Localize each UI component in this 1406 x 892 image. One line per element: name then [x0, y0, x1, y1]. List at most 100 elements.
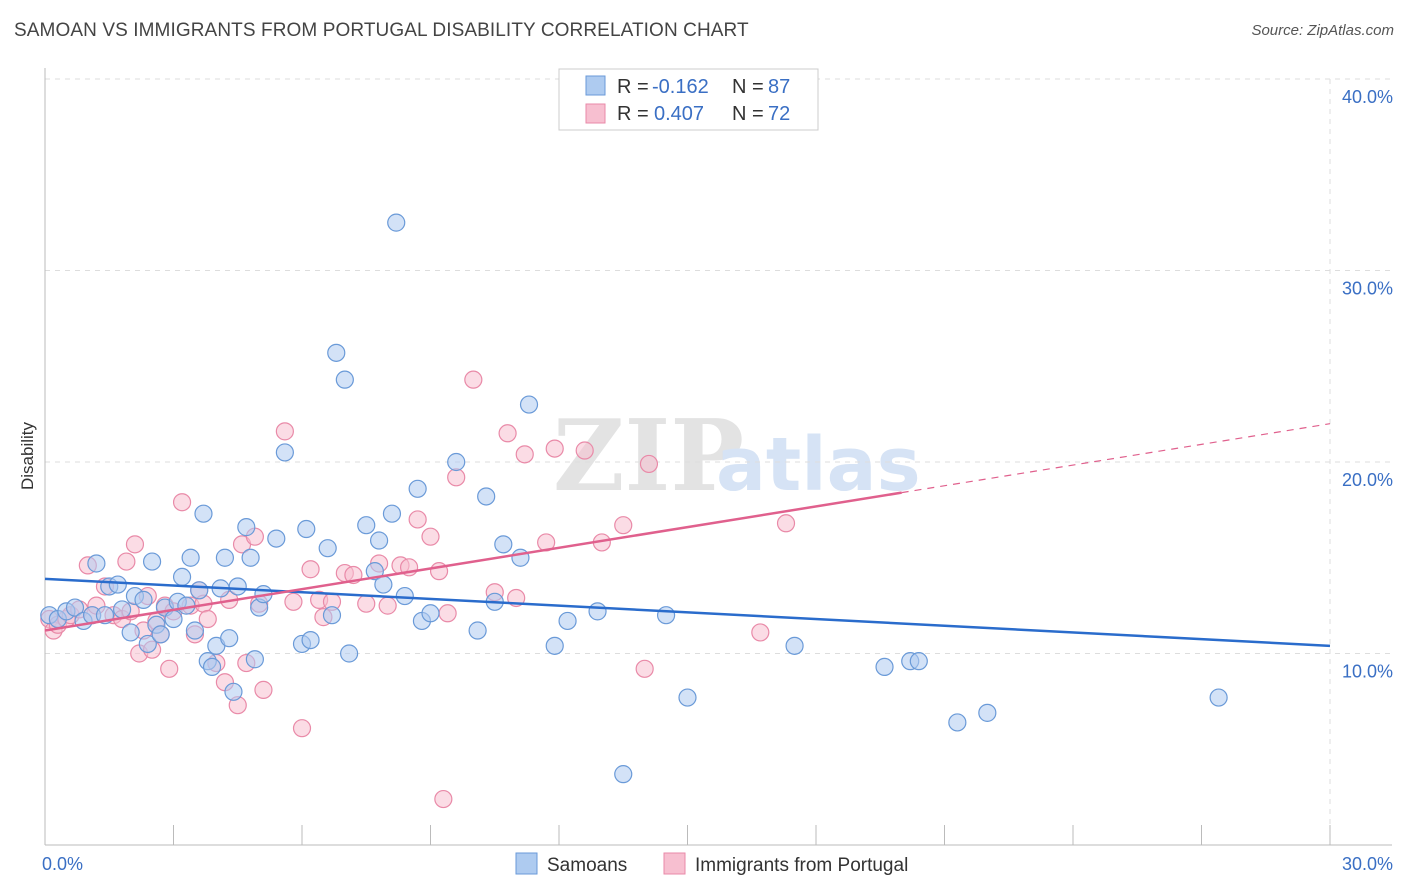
point-samoans-33: [224, 682, 243, 701]
legend-n-label-samoans: N =: [732, 76, 764, 98]
point-samoans-35: [237, 518, 256, 537]
y-tick-label-1: 20.0%: [1342, 470, 1393, 490]
bottom-legend-swatch-samoans: [515, 852, 538, 875]
point-samoans-70: [614, 765, 633, 784]
point-samoans-43: [297, 519, 316, 539]
point-samoans-76: [909, 652, 928, 671]
point-portugal-54: [421, 527, 440, 546]
legend-n-label-portugal: N =: [732, 103, 764, 125]
bottom-legend-swatch-portugal: [663, 852, 686, 875]
point-samoans-67: [545, 636, 564, 655]
legend-r-label-samoans: R =: [617, 76, 649, 98]
point-samoans-73: [785, 636, 804, 655]
point-samoans-57: [408, 479, 427, 498]
point-portugal-59: [464, 370, 483, 389]
point-portugal-56: [434, 789, 453, 809]
y-tick-label-3: 40.0%: [1342, 87, 1393, 107]
point-portugal-66: [575, 441, 594, 460]
point-samoans-44: [301, 630, 320, 650]
point-samoans-52: [370, 531, 389, 550]
point-portugal-12: [117, 552, 136, 571]
point-portugal-50: [378, 596, 397, 615]
point-samoans-68: [558, 611, 577, 631]
watermark: ZIP atlas: [553, 399, 921, 514]
point-samoans-23: [181, 548, 200, 567]
point-samoans-11: [121, 623, 140, 642]
point-samoans-15: [142, 552, 162, 571]
trend-line-0: [44, 577, 1331, 648]
y-tick-labels: 10.0% 20.0% 30.0% 40.0%: [1342, 87, 1393, 682]
point-portugal-65: [545, 439, 564, 458]
point-samoans-19: [164, 609, 183, 629]
point-samoans-40: [267, 529, 286, 548]
y-tick-label-0: 10.0%: [1342, 662, 1393, 682]
legend-swatch-portugal: [585, 103, 606, 124]
source-label: Source: ZipAtlas.com: [1251, 22, 1394, 39]
point-portugal-42: [301, 560, 320, 579]
point-portugal-39: [275, 422, 294, 441]
point-samoans-53: [374, 575, 393, 594]
point-portugal-61: [498, 424, 517, 443]
trend-line-2: [901, 423, 1331, 494]
point-samoans-48: [335, 370, 354, 389]
y-tick-label-2: 30.0%: [1342, 279, 1393, 299]
point-samoans-34: [228, 577, 247, 596]
point-samoans-14: [138, 634, 157, 654]
point-samoans-54: [382, 504, 402, 523]
point-samoans-60: [447, 452, 466, 472]
point-portugal-53: [408, 510, 427, 529]
point-samoans-78: [978, 703, 997, 722]
point-samoans-10: [112, 600, 132, 619]
point-samoans-46: [322, 606, 342, 625]
point-portugal-63: [515, 445, 534, 464]
x-tick-labels: 0.0% 30.0%: [42, 854, 1393, 874]
point-portugal-48: [357, 594, 376, 613]
legend-r-value-portugal: 0.407: [654, 103, 704, 125]
x-tick-label-1: 30.0%: [1342, 854, 1393, 874]
point-portugal-38: [254, 680, 273, 699]
point-samoans-13: [134, 590, 153, 609]
y-axis-title: Disability: [18, 421, 37, 490]
point-samoans-64: [494, 535, 513, 554]
point-samoans-59: [421, 604, 440, 623]
point-portugal-14: [125, 535, 145, 554]
trend-line-1: [44, 491, 902, 632]
point-portugal-69: [635, 659, 654, 678]
point-samoans-49: [340, 644, 359, 663]
axes: [44, 68, 1392, 846]
point-samoans-72: [678, 688, 697, 707]
point-samoans-62: [477, 487, 496, 506]
legend-n-value-samoans: 87: [768, 76, 790, 98]
point-portugal-57: [438, 604, 457, 623]
point-samoans-6: [87, 554, 106, 573]
point-portugal-41: [292, 719, 312, 738]
point-samoans-50: [357, 516, 376, 535]
legend-r-label-portugal: R =: [617, 103, 649, 125]
point-samoans-36: [241, 548, 260, 567]
point-samoans-24: [185, 621, 205, 640]
point-portugal-40: [284, 592, 303, 611]
x-tick-label-0: 0.0%: [42, 854, 83, 874]
point-portugal-24: [172, 493, 192, 512]
legend: R = -0.162 N = 87 R = 0.407 N = 72: [558, 68, 819, 131]
point-samoans-61: [468, 621, 487, 640]
point-portugal-72: [776, 514, 796, 533]
point-samoans-71: [656, 606, 676, 625]
point-portugal-58: [447, 468, 466, 487]
grid-lines: [45, 78, 1392, 845]
point-samoans-9: [108, 575, 127, 594]
point-portugal-68: [614, 516, 633, 535]
point-samoans-66: [519, 395, 539, 414]
point-samoans-74: [875, 657, 894, 677]
legend-r-value-samoans: -0.162: [652, 76, 709, 98]
point-samoans-21: [172, 567, 192, 587]
point-samoans-79: [1209, 688, 1228, 707]
point-samoans-51: [365, 562, 384, 581]
point-samoans-26: [194, 504, 213, 523]
point-samoans-31: [215, 548, 234, 567]
legend-n-value-portugal: 72: [768, 103, 790, 125]
point-samoans-69: [588, 602, 607, 621]
point-portugal-70: [639, 454, 659, 474]
point-samoans-37: [245, 650, 264, 669]
